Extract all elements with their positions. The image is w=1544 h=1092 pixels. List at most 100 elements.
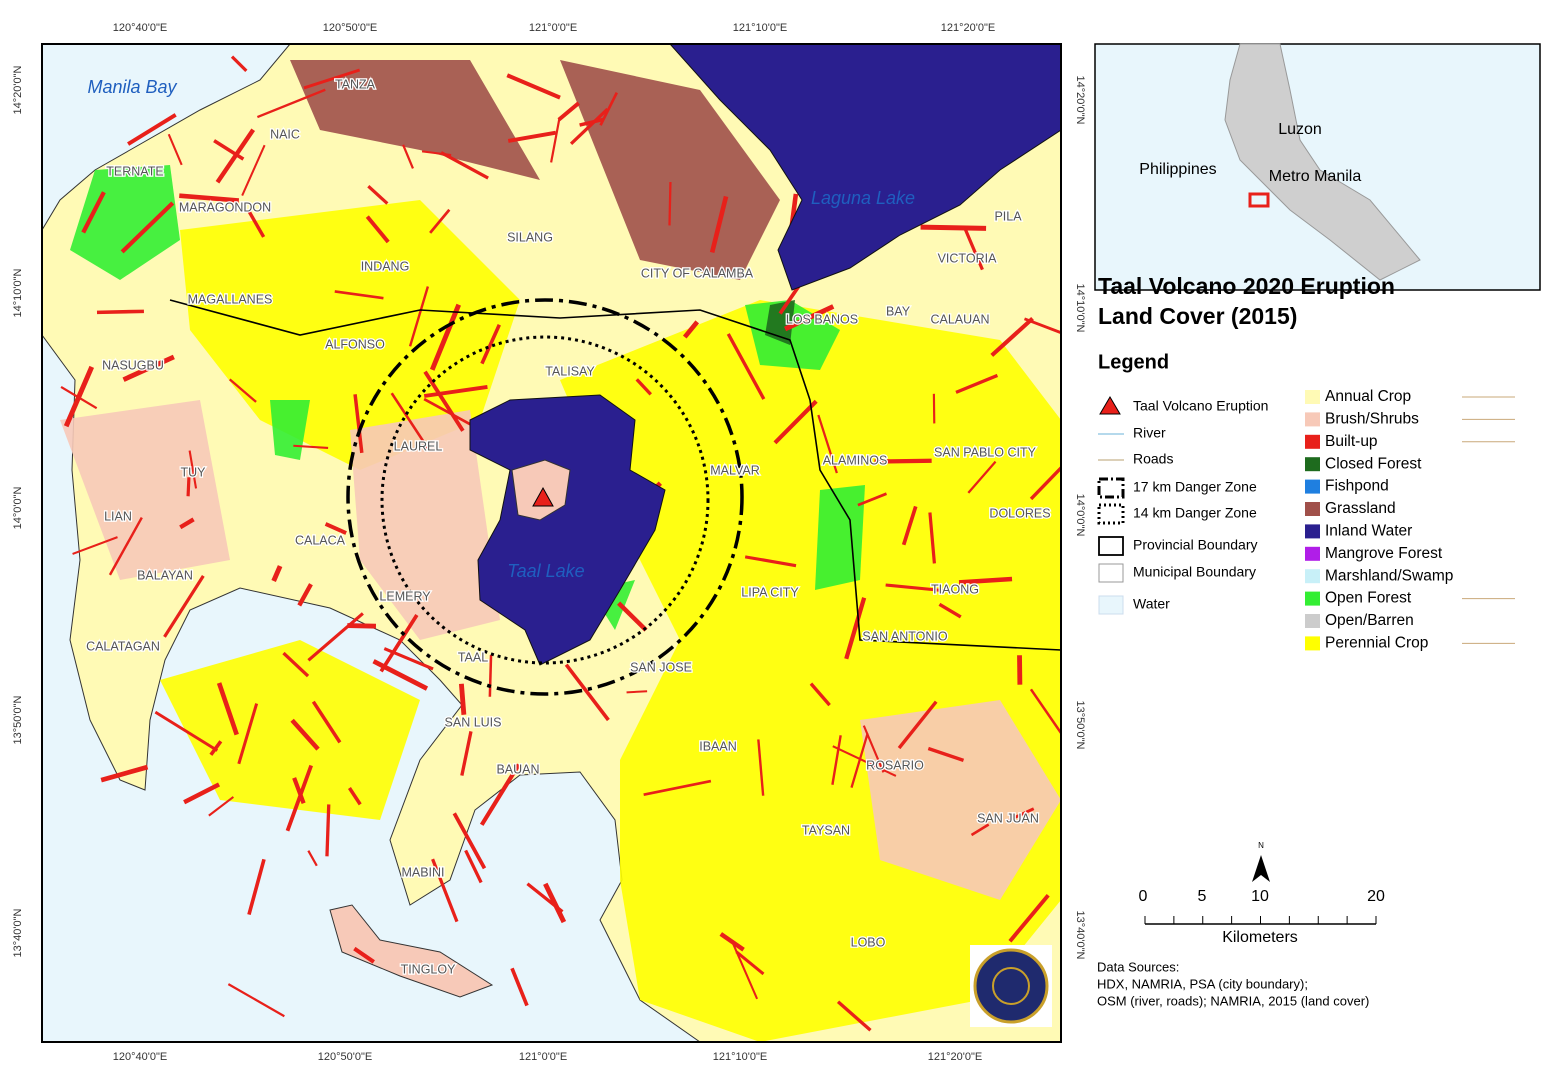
built-up <box>626 690 648 694</box>
place-label: LOBO <box>851 935 886 949</box>
built-up <box>507 130 557 143</box>
graticule-label: 14°0'0"N <box>12 487 24 530</box>
built-up <box>726 333 766 400</box>
taal-lake <box>469 394 666 666</box>
graticule-label: 120°50'0"E <box>318 1051 372 1063</box>
place-label: BAY <box>886 304 911 318</box>
volcano-island <box>511 459 571 521</box>
built-up <box>526 882 564 913</box>
place-label: LIPA CITY <box>741 585 799 599</box>
legend-swatch <box>1305 636 1320 651</box>
graticule-label: 14°0'0"N <box>1074 494 1086 537</box>
legend-swatch <box>1305 614 1320 628</box>
danger-zone-17km <box>346 298 744 696</box>
built-up <box>215 128 256 184</box>
place-label: VICTORIA <box>938 251 997 265</box>
place-label: TUY <box>181 465 207 479</box>
legend-swatch <box>1305 479 1320 494</box>
grassland <box>290 60 540 180</box>
built-up <box>307 612 364 662</box>
legend-label: Provincial Boundary <box>1133 537 1258 553</box>
inset-label: Metro Manila <box>1269 168 1362 185</box>
built-up <box>732 943 759 1000</box>
place-label: BAUAN <box>496 762 539 776</box>
built-up <box>271 565 283 582</box>
built-up <box>429 303 461 371</box>
legend-swatch <box>1305 569 1320 584</box>
legend-swatch <box>1305 434 1320 449</box>
graticule-label: 121°10'0"E <box>713 1051 767 1063</box>
built-up <box>293 444 329 449</box>
place-label: LAUREL <box>394 439 443 453</box>
map-frame <box>41 43 1062 1043</box>
legend-swatch <box>1305 546 1320 561</box>
map-body <box>42 44 1061 1042</box>
built-up <box>379 614 419 673</box>
place-label: NASUGBU <box>102 358 164 372</box>
scale-label: 0 <box>1139 888 1148 905</box>
graticule-label: 120°50'0"E <box>323 22 377 34</box>
built-up <box>228 378 257 403</box>
legend-water <box>1098 595 1124 615</box>
built-up <box>452 812 487 870</box>
open-forest <box>815 485 865 590</box>
place-label: DOLORES <box>989 506 1050 520</box>
built-up <box>773 399 818 445</box>
grassland <box>560 60 780 280</box>
place-label: TALISAY <box>545 364 595 378</box>
title: Taal Volcano 2020 Eruption <box>1098 273 1395 299</box>
built-up <box>990 316 1034 357</box>
legend-eruption <box>1099 396 1121 415</box>
legend-label: Built-up <box>1325 433 1378 450</box>
brush-shrubs <box>60 400 230 580</box>
sources-line: HDX, NAMRIA, PSA (city boundary); <box>1097 976 1308 991</box>
built-up <box>635 378 652 396</box>
built-up <box>347 623 377 629</box>
graticule-label: 14°10'0"N <box>12 268 24 317</box>
built-up <box>367 185 389 205</box>
place-label: MABINI <box>401 865 444 879</box>
built-up <box>850 733 869 788</box>
built-up <box>247 858 266 916</box>
place-label: CITY OF CALAMBA <box>641 266 754 280</box>
graticule-label: 121°0'0"E <box>519 1051 567 1063</box>
built-up <box>423 385 488 398</box>
built-up <box>120 201 175 254</box>
legend-swatch <box>1305 457 1320 472</box>
built-up <box>832 745 897 777</box>
built-up <box>617 601 648 632</box>
built-up <box>237 703 259 765</box>
built-up <box>682 320 700 339</box>
legend-label: Mangrove Forest <box>1325 545 1443 562</box>
built-up <box>179 193 240 203</box>
built-up <box>857 492 888 507</box>
legend-label: Open Forest <box>1325 590 1412 607</box>
place-label: SAN PABLO CITY <box>934 445 1037 459</box>
built-up <box>163 575 205 638</box>
laguna-lake <box>669 44 1061 291</box>
place-label: TINGLOY <box>401 962 457 976</box>
graticule-label: 13°50'0"N <box>12 695 24 744</box>
built-up <box>901 505 918 546</box>
built-up <box>479 763 521 826</box>
place-label: LEMERY <box>379 589 431 603</box>
open-forest <box>270 400 310 460</box>
built-up <box>784 304 835 332</box>
built-up <box>334 290 384 300</box>
built-up <box>186 477 191 497</box>
place-label: LOS BANOS <box>786 312 858 326</box>
built-up <box>831 735 842 785</box>
graticule-label: 13°50'0"N <box>1074 701 1086 750</box>
brush-shrubs <box>860 700 1061 900</box>
inset-land <box>1224 43 1421 281</box>
built-up <box>208 796 235 817</box>
perennial-crop <box>180 200 520 470</box>
legend-label: Open/Barren <box>1325 612 1414 629</box>
built-up <box>429 208 451 234</box>
built-up <box>81 191 106 234</box>
built-up <box>1023 317 1061 335</box>
open-forest <box>70 165 180 280</box>
built-up <box>246 208 266 238</box>
built-up <box>347 787 362 806</box>
